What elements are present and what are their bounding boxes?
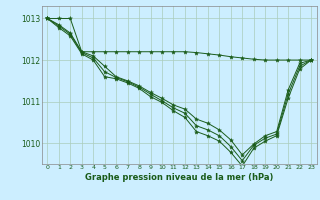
X-axis label: Graphe pression niveau de la mer (hPa): Graphe pression niveau de la mer (hPa)	[85, 173, 273, 182]
